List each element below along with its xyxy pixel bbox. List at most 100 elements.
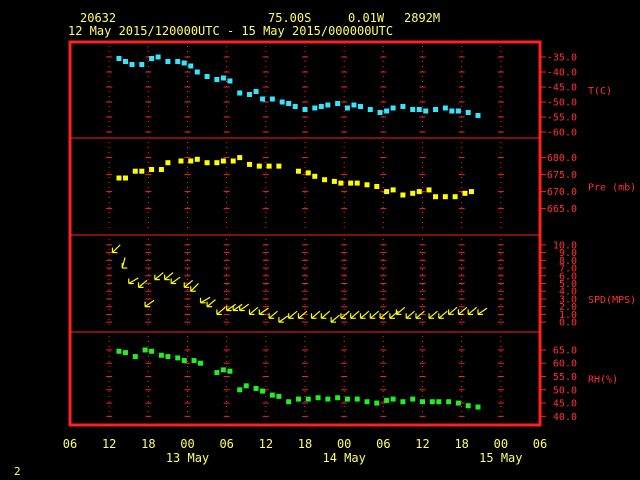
panel-label-pressure: Pre (mb)	[588, 183, 636, 194]
wind-arrow-shaft	[396, 306, 406, 315]
wind-arrow-shaft	[288, 310, 298, 319]
x-tick-label: 18	[454, 437, 468, 451]
wind-arrow-shaft	[320, 310, 331, 319]
y-tick-label: 55.0	[553, 372, 577, 383]
wind-arrow	[330, 314, 340, 323]
y-tick-label: 40.0	[553, 412, 577, 423]
temperature-point	[416, 107, 422, 112]
wind-arrow-shaft	[144, 299, 155, 308]
temperature-point	[237, 90, 243, 96]
wind-arrow-shaft	[438, 310, 448, 319]
y-tick-label: 2.0	[559, 302, 577, 313]
pressure-point	[122, 175, 128, 181]
panel-label-temperature: T(C)	[588, 86, 612, 97]
pressure-point	[400, 192, 406, 198]
pressure-point	[230, 158, 236, 164]
y-tick-label: 7.0	[559, 264, 577, 275]
humidity-point	[260, 388, 266, 394]
y-tick-label: -60.0	[547, 128, 577, 139]
humidity-point	[335, 395, 341, 401]
humidity-point	[214, 370, 220, 376]
x-tick-label: 12	[102, 437, 116, 451]
temperature-point	[155, 54, 161, 60]
wind-arrow	[379, 310, 389, 319]
wind-arrow	[278, 315, 289, 323]
y-tick-label: -45.0	[547, 83, 577, 94]
pressure-point	[188, 158, 194, 164]
humidity-point	[286, 399, 292, 405]
humidity-point	[455, 400, 461, 406]
wind-arrow	[154, 272, 164, 281]
temperature-point	[400, 104, 406, 109]
wind-arrow-shaft	[467, 306, 478, 315]
x-tick-label: 12	[259, 437, 273, 451]
wind-arrow-shaft	[477, 307, 488, 315]
y-tick-label: -50.0	[547, 98, 577, 109]
y-tick-label: 1.0	[559, 310, 577, 321]
pressure-point	[214, 160, 220, 166]
x-tick-label: 18	[298, 437, 312, 451]
wind-arrow-shaft	[206, 299, 216, 308]
wind-arrow-shaft	[369, 310, 380, 319]
humidity-point	[364, 399, 370, 405]
humidity-point	[116, 348, 122, 354]
x-tick-label: 06	[533, 437, 547, 451]
wind-arrow-shaft	[405, 310, 415, 319]
temperature-point	[286, 101, 292, 106]
chart-frame	[68, 40, 542, 427]
wind-arrow	[183, 279, 194, 288]
wind-arrow	[248, 306, 259, 316]
pressure-point	[158, 167, 164, 172]
pressure-point	[305, 170, 311, 176]
temperature-point	[390, 105, 396, 111]
wind-arrow	[438, 310, 448, 319]
x-tick-label: 00	[337, 437, 351, 451]
wind-arrow-shaft	[428, 310, 438, 319]
wind-arrow-shaft	[258, 307, 269, 315]
panel-label-wind_speed: SPD(MPS)	[588, 295, 636, 306]
temperature-point	[344, 105, 350, 111]
pressure-point	[426, 187, 432, 193]
wind-arrow	[226, 303, 237, 312]
temperature-point	[292, 104, 298, 109]
humidity-point	[149, 348, 155, 354]
temperature-point	[260, 96, 266, 102]
temperature-point	[455, 108, 461, 114]
humidity-point	[175, 355, 181, 361]
wind-arrow-shaft	[268, 310, 278, 319]
pressure-point	[348, 180, 354, 186]
temperature-point	[335, 101, 341, 106]
altitude: 2892M	[404, 11, 441, 25]
humidity-point	[429, 399, 435, 405]
humidity-point	[220, 367, 226, 373]
pressure-point	[462, 190, 468, 196]
humidity-point	[436, 399, 442, 405]
wind-arrow	[121, 257, 128, 269]
wind-arrow	[239, 303, 250, 312]
temperature-point	[116, 56, 122, 61]
wind-arrow-shaft	[226, 303, 237, 312]
humidity-point	[475, 404, 481, 410]
pressure-point	[276, 163, 282, 169]
y-tick-label: 65.0	[553, 345, 577, 356]
pressure-point	[331, 178, 337, 184]
humidity-point	[253, 385, 259, 391]
pressure-point	[410, 190, 416, 196]
pressure-point	[416, 189, 422, 195]
temperature-point	[325, 102, 331, 108]
wind-arrow-shaft	[458, 306, 468, 315]
date-label: 15 May	[479, 451, 522, 465]
x-tick-label: 06	[376, 437, 390, 451]
wind-arrow	[395, 306, 406, 316]
temperature-point	[253, 89, 259, 94]
wind-arrow-shaft	[330, 314, 340, 323]
wind-arrow-shaft	[232, 303, 243, 312]
pressure-point	[384, 189, 390, 195]
pressure-point	[204, 160, 210, 166]
temperature-point	[214, 77, 220, 82]
wind-arrow	[268, 310, 278, 319]
humidity-point	[191, 358, 197, 364]
humidity-point	[420, 399, 425, 405]
y-tick-label: 5.0	[559, 279, 577, 290]
temperature-point	[139, 62, 145, 67]
